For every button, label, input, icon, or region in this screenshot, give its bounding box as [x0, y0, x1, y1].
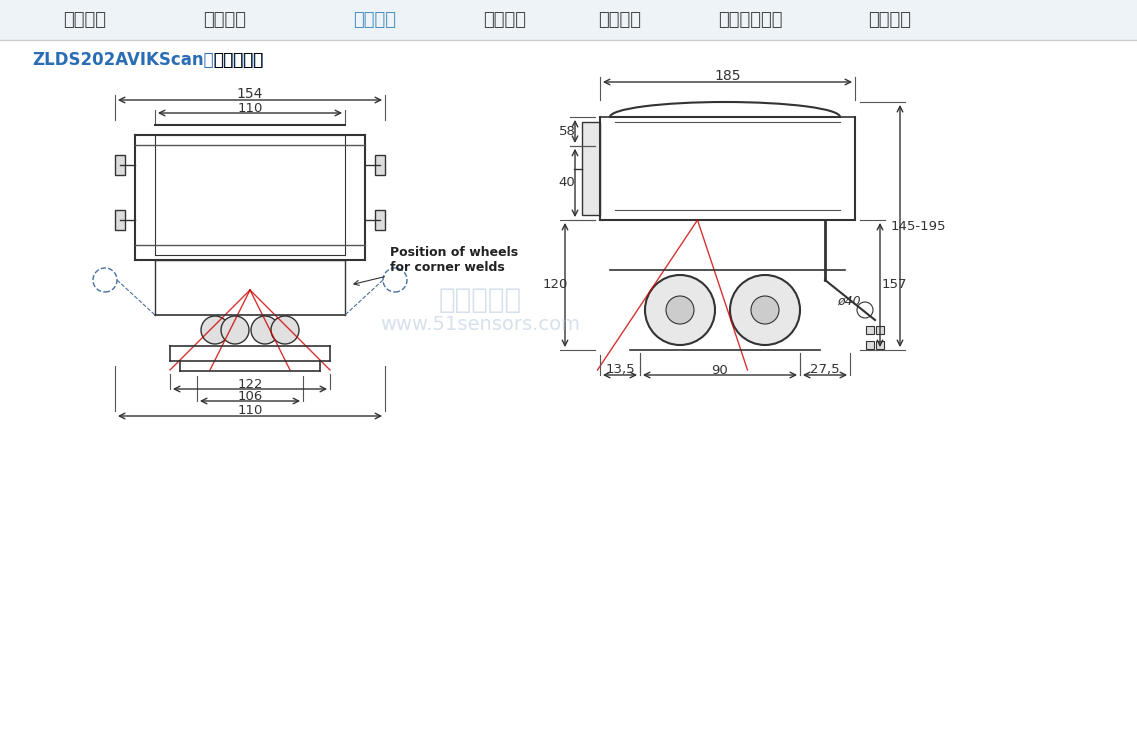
Bar	[875, 341, 883, 349]
Text: 122: 122	[238, 377, 263, 391]
Text: 110: 110	[238, 101, 263, 115]
Text: 成功案例: 成功案例	[598, 11, 641, 29]
Bar	[866, 341, 874, 349]
Text: 110: 110	[238, 404, 263, 418]
Circle shape	[752, 296, 779, 324]
Text: 主要特点: 主要特点	[64, 11, 107, 29]
Text: 行业解决方案: 行业解决方案	[717, 11, 782, 29]
Circle shape	[201, 316, 229, 344]
Bar	[375, 210, 385, 230]
Bar	[582, 122, 600, 215]
Text: 13,5: 13,5	[605, 364, 634, 376]
Text: Position of wheels
for corner welds: Position of wheels for corner welds	[354, 246, 518, 285]
Text: 90: 90	[712, 364, 729, 376]
Bar	[115, 155, 125, 175]
Bar	[115, 210, 125, 230]
Bar	[375, 155, 385, 175]
Text: 58: 58	[558, 125, 575, 138]
Text: ZLDS202AVIKScan焊接检测系统: ZLDS202AVIKScan焊接检测系统	[32, 51, 264, 69]
Circle shape	[271, 316, 299, 344]
Text: 106: 106	[238, 389, 263, 403]
Text: ø40: ø40	[837, 295, 861, 308]
Text: 应用领域: 应用领域	[869, 11, 912, 29]
Text: 测量原理: 测量原理	[483, 11, 526, 29]
Text: 157: 157	[881, 278, 906, 292]
Circle shape	[666, 296, 694, 324]
Circle shape	[251, 316, 279, 344]
Text: 安装尺寸: 安装尺寸	[354, 11, 397, 29]
Text: 英国真尚有: 英国真尚有	[439, 286, 522, 314]
Circle shape	[221, 316, 249, 344]
Circle shape	[730, 275, 800, 345]
Text: 154: 154	[236, 87, 263, 101]
Bar	[875, 326, 883, 334]
Text: www.51sensors.com: www.51sensors.com	[380, 316, 580, 334]
Text: 145-195: 145-195	[890, 220, 946, 232]
Text: 120: 120	[542, 278, 567, 292]
Text: 安装尺寸：: 安装尺寸：	[214, 51, 264, 69]
Text: 技术规格: 技术规格	[204, 11, 247, 29]
Text: 185: 185	[714, 69, 740, 83]
Text: 40: 40	[558, 176, 575, 190]
Text: 27,5: 27,5	[811, 364, 840, 376]
Circle shape	[645, 275, 715, 345]
Bar	[866, 326, 874, 334]
FancyBboxPatch shape	[0, 0, 1137, 40]
